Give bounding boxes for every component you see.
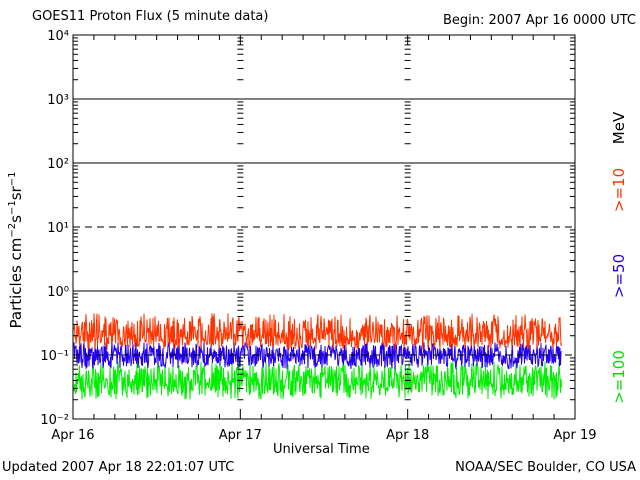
chart-title: GOES11 Proton Flux (5 minute data) — [32, 9, 269, 24]
frame-layer — [72, 34, 576, 420]
y-tick-label: 10⁻² — [40, 413, 69, 428]
updated-time: Updated 2007 Apr 18 22:01:07 UTC — [2, 460, 235, 475]
legend-series-10mev: >=10 — [610, 167, 628, 213]
grid-layer — [73, 37, 575, 401]
tick-label-layer: 10⁻² 10⁻¹ 10⁰ 10¹ 10² 10³ 10⁴ Apr 16 Apr 17 Apr 1… — [40, 29, 596, 443]
y-tick-label: 10⁻¹ — [40, 349, 69, 364]
credit-text: NOAA/SEC Boulder, CO USA — [455, 460, 636, 475]
y-tick-label: 10¹ — [47, 221, 69, 236]
y-tick-label: 10³ — [47, 93, 69, 108]
legend-series-100mev: >=100 — [610, 350, 628, 404]
series-layer — [73, 313, 562, 400]
legend-unit: MeV — [610, 111, 628, 145]
x-axis-label: Universal Time — [273, 442, 370, 457]
y-tick-label: 10⁰ — [47, 285, 69, 300]
begin-time: Begin: 2007 Apr 16 0000 UTC — [442, 13, 636, 28]
x-tick-label: Apr 16 — [51, 428, 94, 443]
x-tick-label: Apr 18 — [386, 428, 429, 443]
y-tick-label: 10² — [47, 157, 69, 172]
legend-series-50mev: >=50 — [610, 253, 628, 299]
series-line-2 — [73, 361, 562, 400]
series-line-1 — [73, 341, 562, 370]
y-tick-label: 10⁴ — [47, 29, 69, 44]
x-tick-label: Apr 19 — [553, 428, 596, 443]
series-line-0 — [73, 313, 562, 350]
x-tick-label: Apr 17 — [219, 428, 262, 443]
